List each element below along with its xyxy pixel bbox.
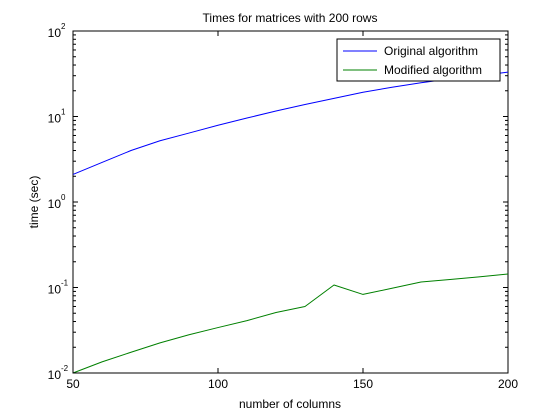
y-tick-label: 10 [48,283,62,297]
y-tick-label: 10 [48,197,62,211]
chart-title: Times for matrices with 200 rows [203,11,378,25]
y-axis-label: time (sec) [27,176,41,229]
legend-label-modified: Modified algorithm [384,63,482,77]
x-tick-label: 150 [353,377,373,391]
series-line-modified-algorithm [72,273,509,374]
legend-box [336,38,501,82]
x-axis-label: number of columns [239,397,341,411]
y-tick-label: 10 [48,112,62,126]
legend-label-original: Original algorithm [384,44,478,58]
y-tick-exponent: -2 [61,364,69,373]
legend: Original algorithm Modified algorithm [336,38,501,82]
y-tick-exponent: 2 [61,22,66,31]
y-tick-exponent: 1 [61,108,66,117]
x-tick-label: 200 [498,377,518,391]
y-tick-exponent: 0 [61,193,66,202]
y-tick-label: 10 [48,26,62,40]
x-tick-label: 50 [66,377,80,391]
x-tick-label: 100 [208,377,228,391]
y-tick-exponent: -1 [61,279,69,288]
axes-box [72,30,509,374]
y-tick-label: 10 [48,368,62,382]
